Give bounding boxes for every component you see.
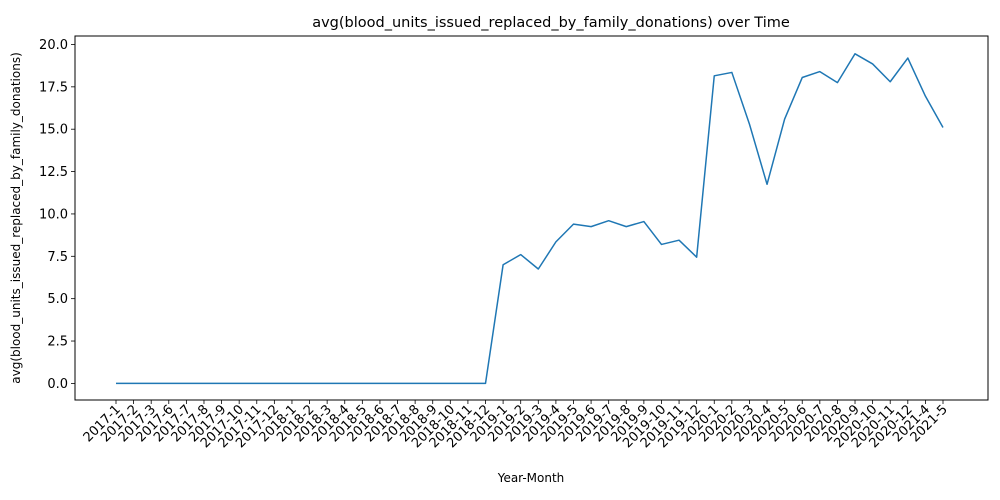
y-tick-label: 10.0 (39, 207, 68, 222)
y-axis-ticks: 0.0 2.5 5.0 7.5 10.0 12.5 15.0 17.5 20.0 (39, 38, 75, 392)
plot-frame (74, 35, 989, 401)
plot-area (115, 53, 944, 385)
y-tick-label: 7.5 (47, 250, 68, 265)
y-tick-label: 17.5 (39, 80, 68, 95)
y-tick-label: 2.5 (47, 335, 68, 350)
y-axis-label: avg(blood_units_issued_replaced_by_famil… (9, 52, 23, 384)
y-tick-label: 0.0 (47, 377, 68, 392)
y-tick-label: 5.0 (47, 292, 68, 307)
series-line (116, 53, 944, 385)
y-tick-label: 12.5 (39, 165, 68, 180)
y-tick-label: 20.0 (39, 38, 68, 53)
chart-title: avg(blood_units_issued_replaced_by_famil… (312, 15, 790, 31)
x-axis-ticks: 2017-12017-22017-32017-62017-72017-82017… (81, 400, 951, 451)
y-tick-label: 15.0 (39, 123, 68, 138)
x-axis-label: Year-Month (497, 471, 565, 485)
